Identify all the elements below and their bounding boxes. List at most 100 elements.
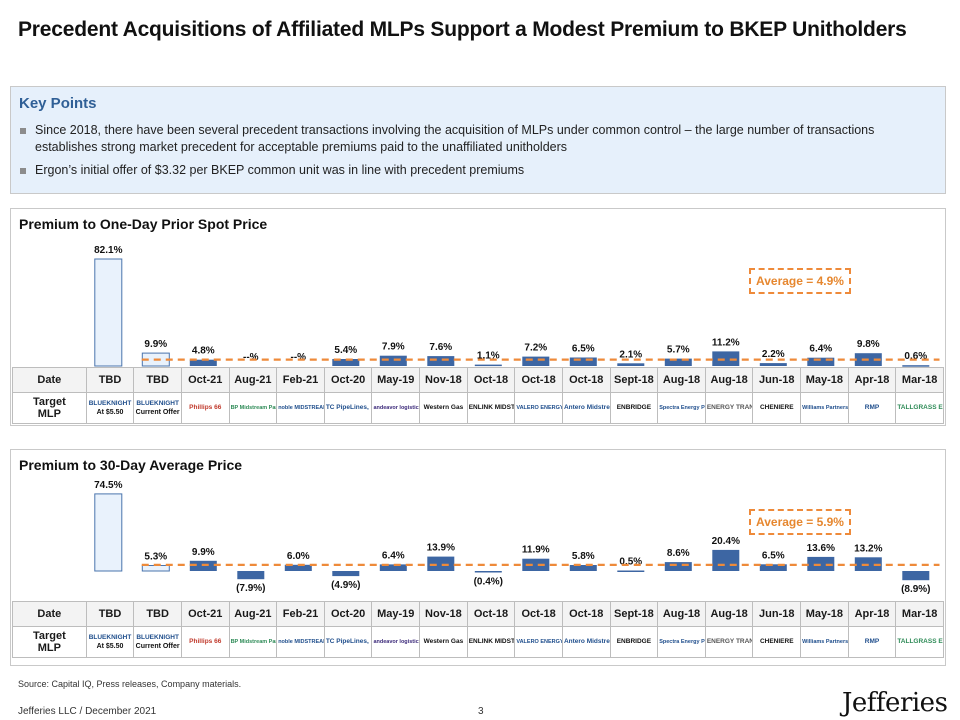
mlp-logo-name: BLUEKNIGHT (136, 400, 179, 407)
data-label: 7.6% (429, 342, 452, 353)
mlp-logo-name: RMP (864, 404, 880, 411)
date-cell: Aug-18 (657, 367, 706, 393)
mlp-logo-name: Spectra Energy Partners (659, 405, 705, 411)
mlp-logo-name: ENERGY TRANSFER (706, 404, 753, 411)
bar (189, 359, 217, 366)
page-title: Precedent Acquisitions of Affiliated MLP… (18, 18, 907, 41)
target-mlp-logo: TC PipeLines, LP (323, 626, 373, 658)
thirty-day-premium-panel: Premium to 30-Day Average Price 74.5% 5.3… (10, 449, 946, 666)
bar (569, 565, 597, 571)
target-mlp-logo: andeavor logistics (371, 392, 421, 424)
mlp-logo-name: noble MIDSTREAM PARTNERS (278, 405, 324, 411)
mlp-logo-name: BP Midstream Partners (230, 405, 277, 411)
bar (617, 570, 645, 572)
thirty-day-premium-table: Date TBD TBD Oct-21 Aug-21 Feb-21 Oct-20 May-19… (12, 601, 944, 658)
target-mlp-logo: ENBRIDGE (609, 392, 659, 424)
mlp-logo-name: CHENIERE (759, 638, 794, 645)
date-cell: May-18 (800, 601, 849, 627)
target-mlp-logo: Williams Partners L.P. (800, 626, 849, 658)
bar (522, 356, 550, 366)
bar (332, 571, 360, 577)
date-cell: May-19 (371, 367, 421, 393)
offer-caption: At $5.50 (96, 643, 124, 650)
mlp-logo-name: BP Midstream Partners (230, 639, 277, 645)
date-cell: Sept-18 (609, 367, 659, 393)
data-label: --% (291, 352, 307, 363)
data-label: 5.7% (667, 345, 690, 356)
data-label: 5.3% (144, 552, 167, 563)
target-mlp-logo: noble MIDSTREAM PARTNERS (276, 626, 325, 658)
bar (379, 355, 407, 366)
key-point-bullet: Since 2018, there have been several prec… (19, 122, 929, 156)
date-cell: Oct-18 (561, 601, 611, 627)
data-label: 9.9% (192, 547, 215, 558)
target-mlp-logo: BLUEKNIGHT Current Offer (133, 626, 182, 658)
bar (759, 363, 787, 366)
data-label: (8.9%) (901, 584, 930, 595)
date-row-label: Date (12, 601, 87, 627)
page-number: 3 (478, 706, 484, 717)
target-mlp-logo: RMP (847, 392, 897, 424)
mlp-logo-name: ENLINK MIDSTREAM (468, 404, 515, 411)
target-mlp-logo: CHENIERE (752, 392, 802, 424)
date-cell: Oct-18 (466, 367, 516, 393)
date-cell: Jun-18 (752, 601, 802, 627)
data-label: 2.1% (619, 349, 642, 360)
target-mlp-logo: BLUEKNIGHT At $5.50 (85, 626, 135, 658)
jefferies-logo: Jefferies (842, 688, 948, 718)
thirty-day-premium-chart: 74.5% 5.3% 9.9% (7.9%) 6.0% (4.9%) 6.4% 13.9% (0… (94, 480, 940, 595)
data-label: 74.5% (94, 480, 122, 491)
one-day-premium-table: Date TBD TBD Oct-21 Aug-21 Feb-21 Oct-20 May-19… (12, 367, 944, 424)
data-label: --% (243, 352, 259, 363)
target-mlp-logo: TALLGRASS ENERGY (895, 626, 944, 658)
date-cell: TBD (133, 601, 182, 627)
mlp-logo-name: VALERO ENERGY PARTNERS LP (516, 405, 562, 411)
data-label: (0.4%) (474, 577, 503, 588)
target-mlp-logo: Western Gas (419, 392, 468, 424)
bar (332, 359, 360, 366)
average-callout: Average = 5.9% (749, 509, 851, 535)
mlp-logo-name: Antero Midstream (563, 638, 610, 645)
data-label: 5.4% (334, 345, 357, 356)
data-label: (4.9%) (331, 580, 360, 591)
date-cell: Feb-21 (276, 367, 325, 393)
date-cell: Oct-21 (180, 367, 230, 393)
average-callout: Average = 4.9% (749, 268, 851, 294)
bar (522, 558, 550, 571)
mlp-logo-name: TC PipeLines, LP (325, 404, 372, 411)
source-note: Source: Capital IQ, Press releases, Comp… (18, 679, 242, 689)
target-mlp-logo: andeavor logistics (371, 626, 421, 658)
bar (141, 565, 170, 572)
date-cell: Nov-18 (419, 367, 468, 393)
target-mlp-logo: ENBRIDGE (609, 626, 659, 658)
data-label: 7.2% (524, 343, 547, 354)
mlp-logo-name: VALERO ENERGY PARTNERS LP (516, 639, 562, 645)
mlp-logo-name: CHENIERE (759, 404, 794, 411)
bar (474, 571, 502, 573)
data-label: 2.2% (762, 349, 785, 360)
target-mlp-logo: noble MIDSTREAM PARTNERS (276, 392, 325, 424)
bar (617, 363, 645, 366)
date-cell: Aug-18 (657, 601, 706, 627)
data-label: 6.4% (809, 344, 832, 355)
date-row: Date TBD TBD Oct-21 Aug-21 Feb-21 Oct-20 May-19… (12, 601, 944, 627)
target-mlp-logo: Phillips 66 (180, 626, 230, 658)
mlp-logo-name: Western Gas (423, 638, 464, 645)
footer-text: Jefferies LLC / December 2021 (18, 706, 157, 717)
mlp-logo-name: Williams Partners L.P. (802, 405, 848, 411)
offer-caption: At $5.50 (96, 409, 124, 416)
bar (712, 351, 740, 366)
mlp-logo-name: Phillips 66 (189, 638, 222, 645)
data-label: 5.8% (572, 551, 595, 562)
date-cell: Aug-18 (704, 367, 754, 393)
mlp-logo-name: Western Gas (423, 404, 464, 411)
date-cell: Aug-21 (228, 601, 278, 627)
mlp-logo-name: Phillips 66 (189, 404, 222, 411)
target-mlp-logo: ENLINK MIDSTREAM (466, 626, 516, 658)
mlp-logo-name: BLUEKNIGHT (88, 400, 132, 407)
bar (284, 564, 312, 571)
one-day-premium-chart: 82.1% 9.9% 4.8% --% --% 5.4% 7.9% 7.6% 1.1% 7.2% 6… (94, 245, 940, 367)
bar (664, 562, 692, 571)
date-cell: Feb-21 (276, 601, 325, 627)
chart-title: Premium to One-Day Prior Spot Price (19, 216, 268, 232)
